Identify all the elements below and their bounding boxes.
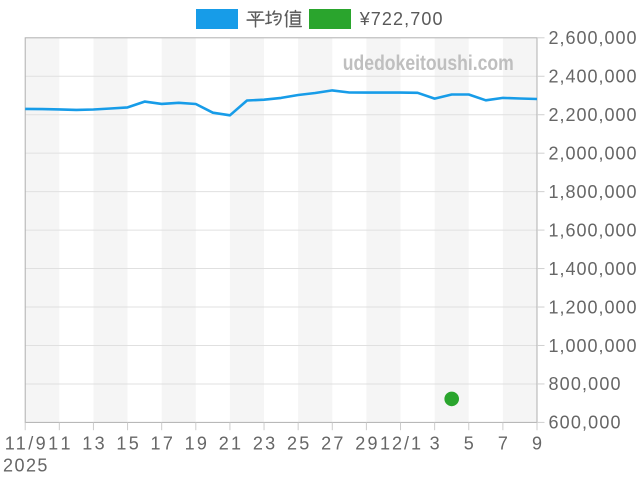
svg-text:9: 9 bbox=[532, 434, 542, 454]
svg-text:udedokeitoushi.com: udedokeitoushi.com bbox=[343, 52, 514, 75]
svg-text:1,600,000: 1,600,000 bbox=[549, 220, 637, 240]
svg-text:2,200,000: 2,200,000 bbox=[549, 105, 637, 125]
svg-text:11/9: 11/9 bbox=[5, 434, 46, 454]
svg-text:2025: 2025 bbox=[3, 455, 48, 475]
svg-text:800,000: 800,000 bbox=[549, 374, 621, 394]
svg-text:1,800,000: 1,800,000 bbox=[549, 182, 637, 202]
svg-text:5: 5 bbox=[464, 434, 474, 454]
svg-text:¥722,700: ¥722,700 bbox=[359, 9, 443, 29]
svg-text:1,000,000: 1,000,000 bbox=[549, 336, 637, 356]
svg-text:12/1: 12/1 bbox=[380, 434, 421, 454]
svg-text:7: 7 bbox=[498, 434, 508, 454]
svg-text:3: 3 bbox=[430, 434, 440, 454]
svg-text:1,400,000: 1,400,000 bbox=[549, 259, 637, 279]
svg-text:2,600,000: 2,600,000 bbox=[549, 28, 637, 48]
svg-text:1,200,000: 1,200,000 bbox=[549, 297, 637, 317]
svg-text:2,400,000: 2,400,000 bbox=[549, 67, 637, 87]
svg-text:600,000: 600,000 bbox=[549, 413, 621, 433]
svg-text:2,000,000: 2,000,000 bbox=[549, 144, 637, 164]
